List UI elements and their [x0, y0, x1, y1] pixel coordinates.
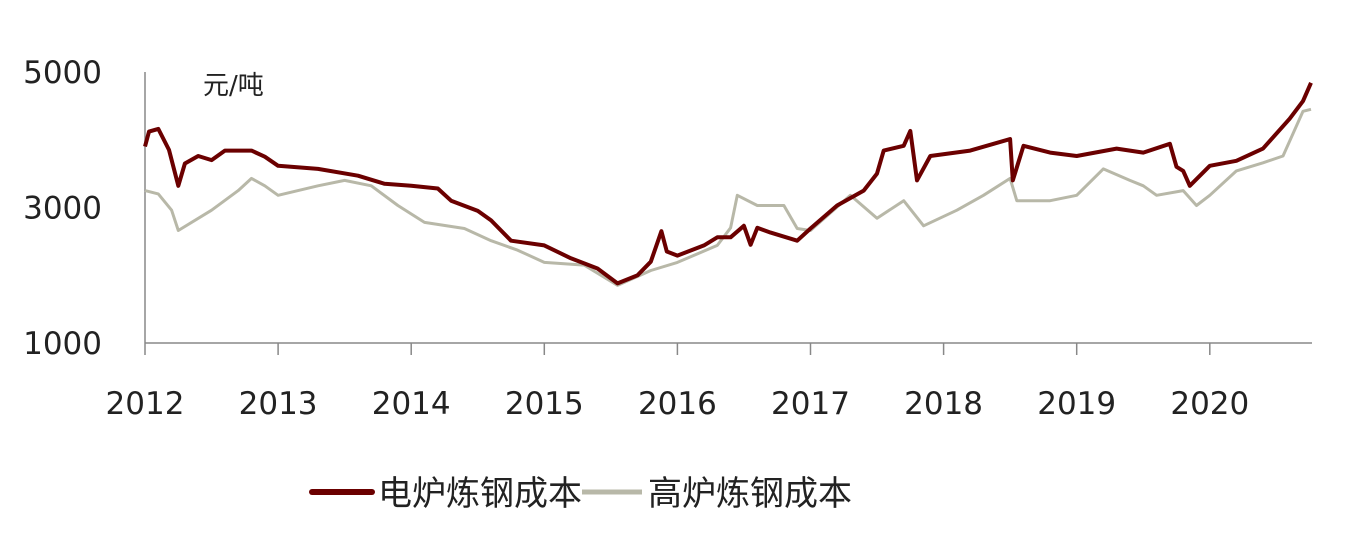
y-tick-label: 3000 — [23, 191, 102, 227]
x-tick-label: 2018 — [904, 386, 983, 422]
y-tick-label: 5000 — [23, 55, 102, 91]
series-line-electric — [143, 81, 1313, 286]
legend-label-electric: 电炉炼钢成本 — [378, 474, 582, 514]
y-tick-label: 1000 — [23, 326, 102, 362]
x-tick-label: 2013 — [239, 386, 318, 422]
legend-label-blast: 高炉炼钢成本 — [648, 474, 852, 514]
x-tick-label: 2017 — [771, 386, 850, 422]
x-tick-label: 2016 — [638, 386, 717, 422]
x-tick-label: 2012 — [106, 386, 185, 422]
x-tick-label: 2019 — [1037, 386, 1116, 422]
series-line-blast — [144, 107, 1312, 287]
x-tick-label: 2014 — [372, 386, 451, 422]
legend: 电炉炼钢成本 高炉炼钢成本 — [309, 474, 852, 514]
x-tick-label: 2015 — [505, 386, 584, 422]
unit-label: 元/吨 — [203, 71, 264, 101]
x-tick-label: 2020 — [1170, 386, 1249, 422]
